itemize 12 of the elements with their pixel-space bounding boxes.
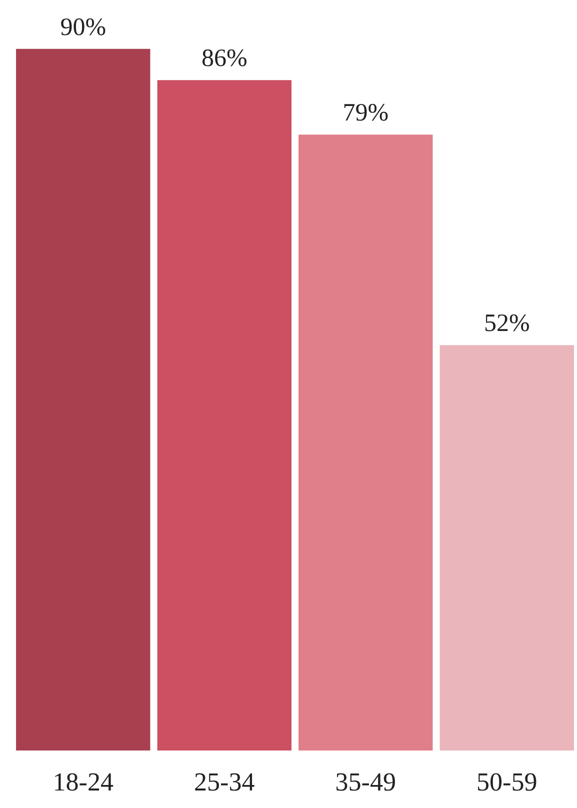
bar [298, 134, 433, 750]
data-label: 79% [342, 100, 389, 127]
data-label: 90% [60, 14, 106, 41]
x-tick-label: 50-59 [476, 768, 538, 796]
data-label: 86% [201, 45, 248, 72]
bar [440, 345, 574, 750]
x-tick-label: 25-34 [194, 768, 255, 796]
x-tick-label: 35-49 [335, 768, 396, 796]
bar [16, 48, 150, 750]
x-tick-label: 18-24 [52, 768, 114, 796]
data-label: 52% [484, 310, 530, 338]
bar [157, 80, 292, 750]
